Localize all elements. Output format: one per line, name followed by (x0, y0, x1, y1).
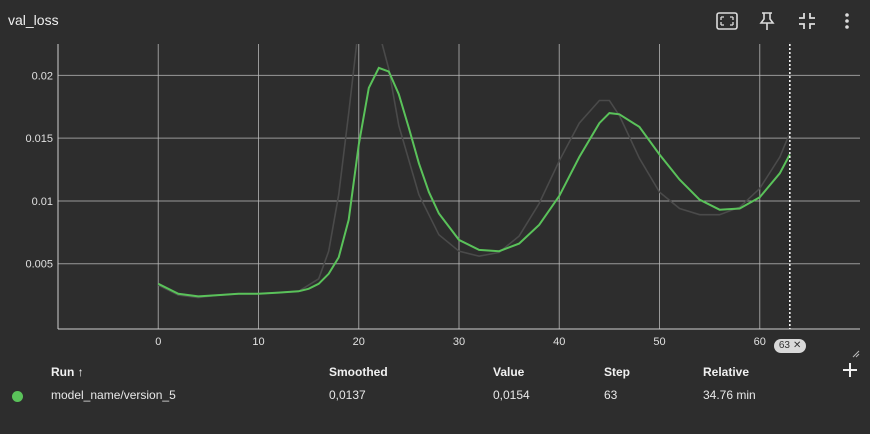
run-color-swatch[interactable] (12, 391, 23, 402)
y-tick-label: 0.005 (25, 259, 53, 271)
cell-smoothed: 0,0137 (329, 388, 366, 402)
col-header-run[interactable]: Run ↑ (51, 365, 84, 379)
cell-relative: 34.76 min (703, 388, 756, 402)
col-header-step: Step (604, 365, 631, 379)
chart-title: val_loss (8, 12, 59, 28)
y-tick-label: 0.01 (32, 196, 53, 208)
fit-to-screen-button[interactable] (710, 10, 744, 32)
x-tick-label: 10 (252, 336, 264, 348)
resize-handle-icon[interactable] (852, 350, 860, 358)
cell-value: 0,0154 (493, 388, 530, 402)
close-icon[interactable]: ✕ (792, 340, 802, 351)
cell-run: model_name/version_5 (51, 388, 176, 402)
more-vert-icon (845, 13, 849, 29)
line-chart[interactable]: 0 10 20 30 40 50 60 0.005 0.01 0.015 0.02 (0, 36, 870, 354)
x-tick-label: 30 (453, 336, 465, 348)
x-tick-label: 50 (653, 336, 665, 348)
col-header-smoothed: Smoothed (329, 365, 388, 379)
fit-to-screen-icon (716, 12, 738, 30)
cursor-step-label: 63 (778, 340, 790, 351)
collapse-icon (799, 13, 815, 29)
cursor-step-badge[interactable]: 63 ✕ (773, 339, 807, 353)
x-tick-label: 20 (353, 336, 365, 348)
pin-icon (759, 12, 775, 30)
cell-step: 63 (604, 388, 618, 402)
y-tick-label: 0.02 (32, 70, 53, 82)
more-options-button[interactable] (830, 10, 864, 32)
x-tick-label: 60 (754, 336, 766, 348)
chart-toolbar (710, 10, 864, 32)
add-column-icon[interactable] (842, 362, 858, 378)
col-header-value: Value (493, 365, 525, 379)
col-header-relative: Relative (703, 365, 750, 379)
collapse-button[interactable] (790, 10, 824, 32)
y-tick-label: 0.015 (25, 133, 53, 145)
smoothed-series-line[interactable] (157, 66, 791, 298)
pin-button[interactable] (750, 10, 784, 32)
x-tick-label: 0 (155, 336, 161, 348)
x-tick-label: 40 (553, 336, 565, 348)
